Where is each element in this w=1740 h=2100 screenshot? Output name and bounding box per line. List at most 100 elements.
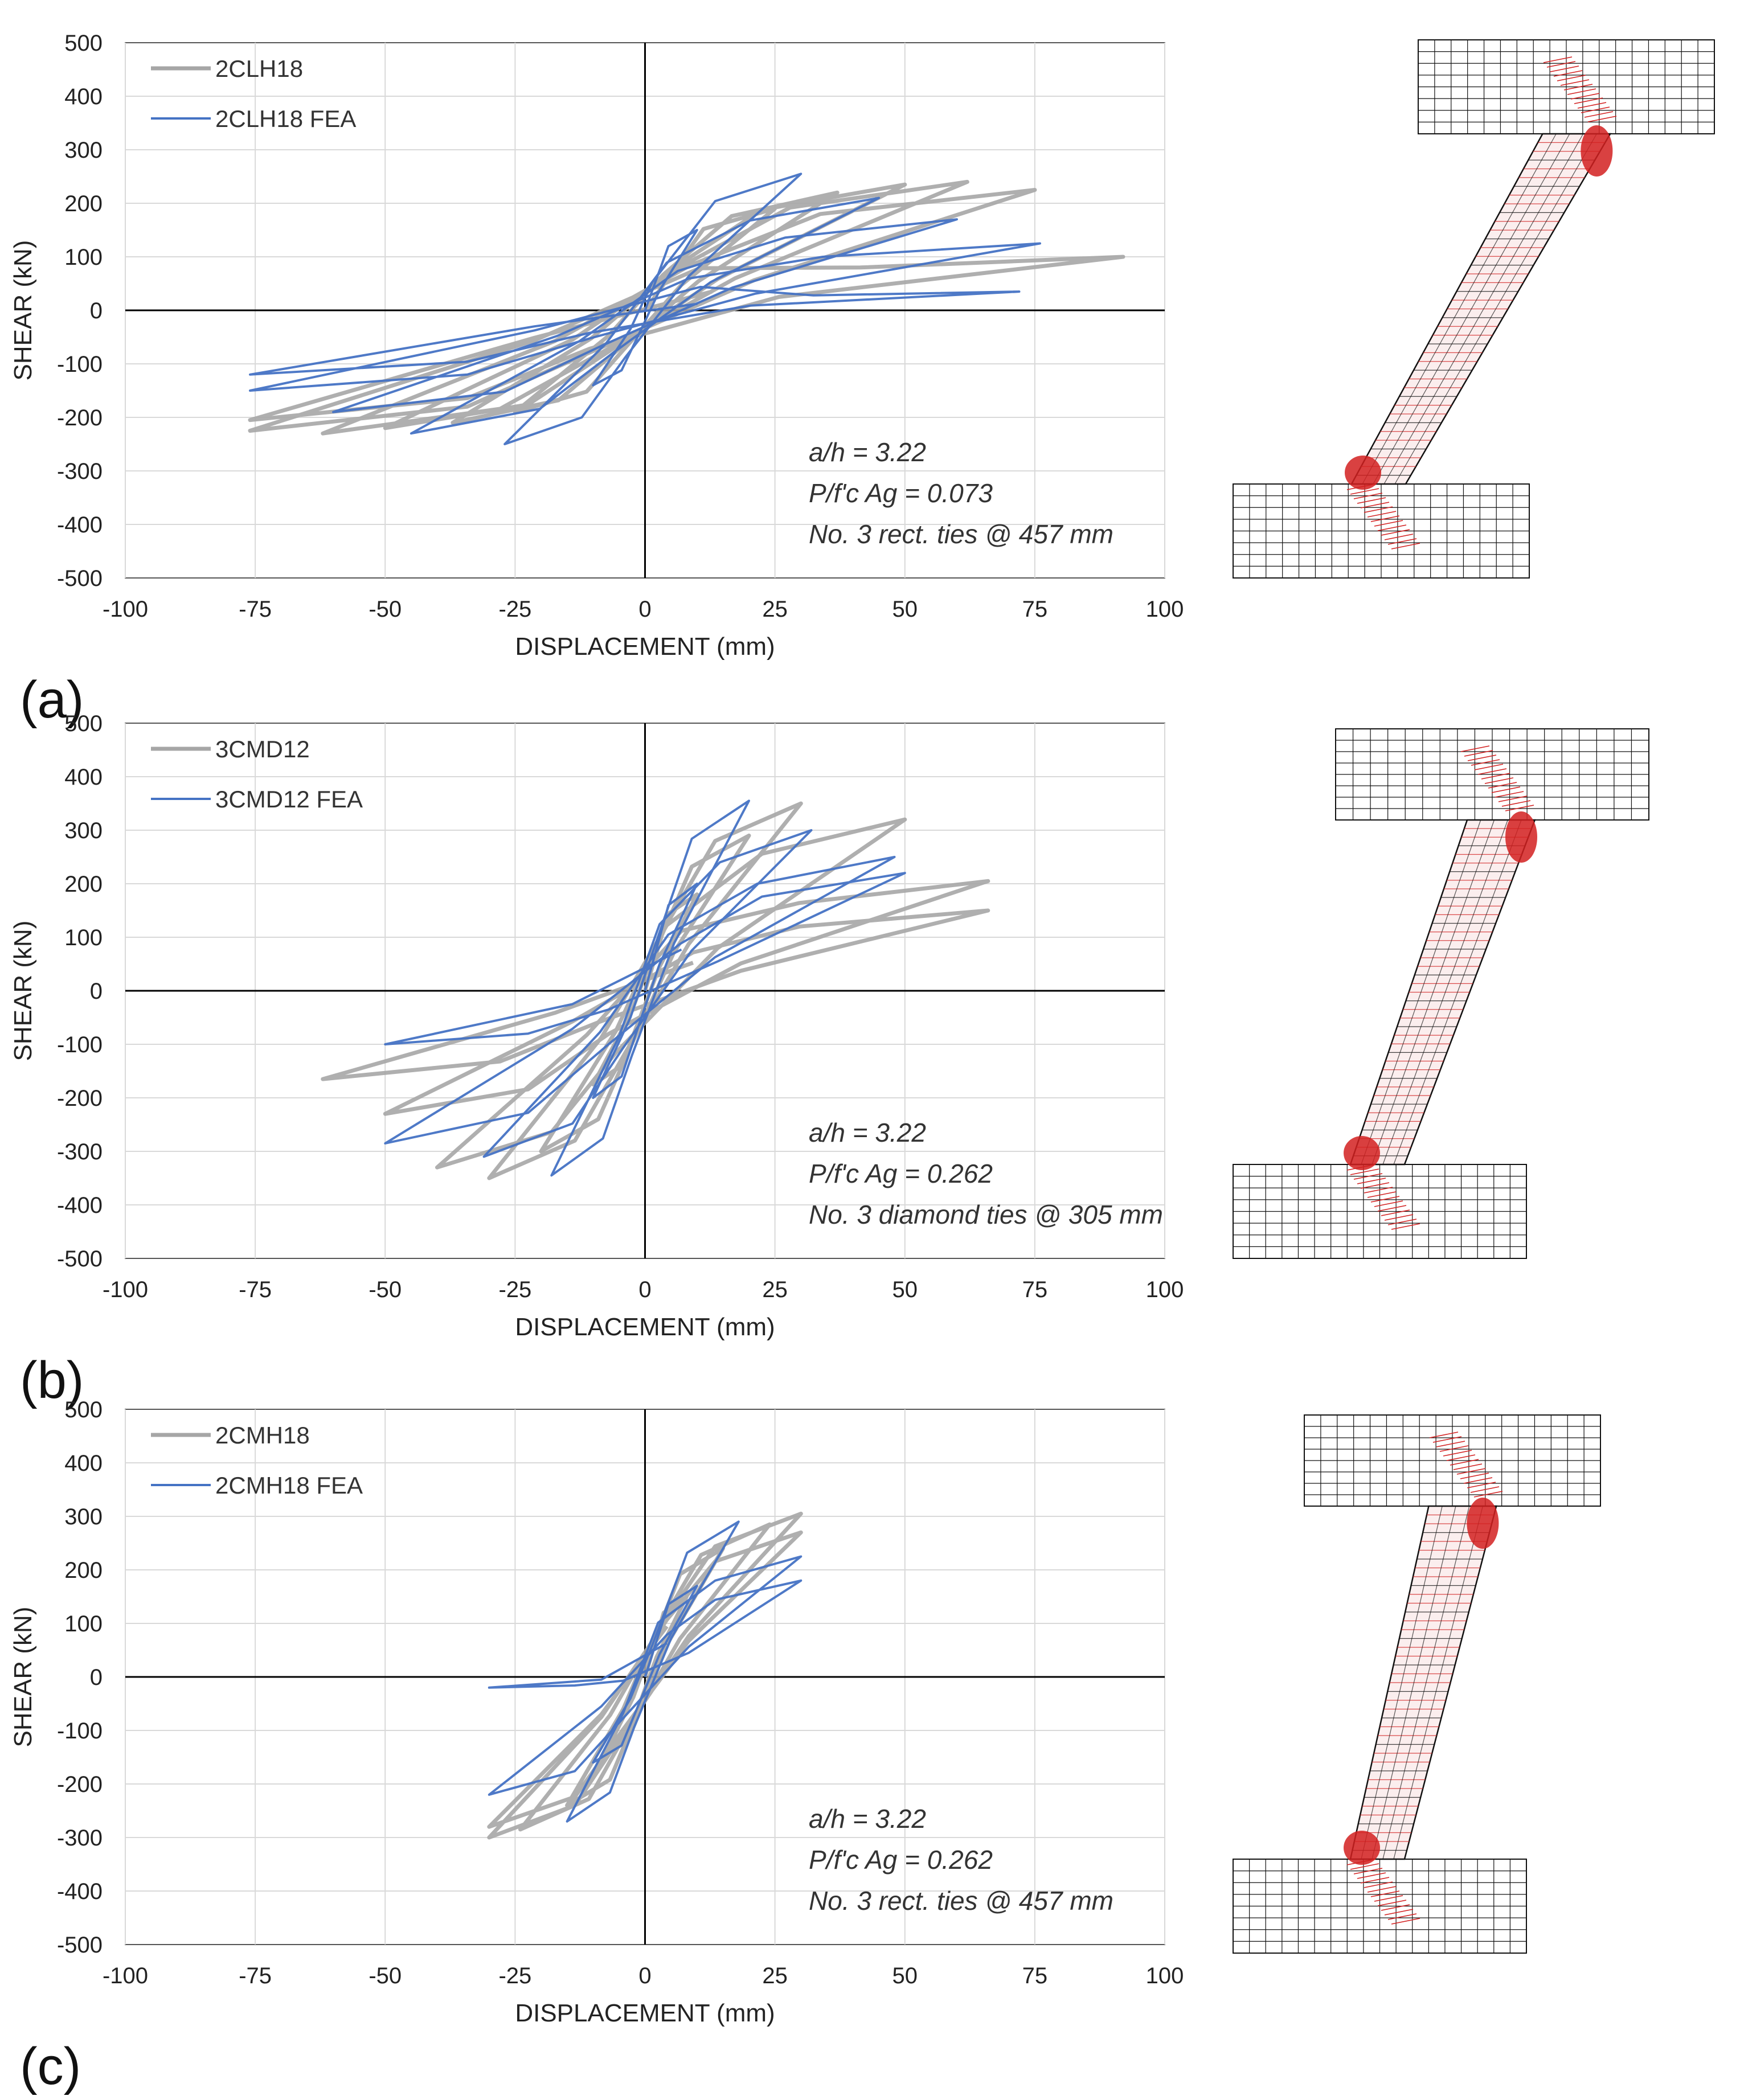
fem-crack-mark <box>1550 65 1579 72</box>
chart-panel-b: 5004003002001000-100-200-300-400-500-100… <box>9 711 1649 1409</box>
fem-crack-zone-top <box>1505 811 1537 863</box>
y-tick-label: -100 <box>57 352 103 377</box>
fem-top-block <box>1335 728 1649 821</box>
fem-crack-mark <box>1374 520 1403 527</box>
x-tick-label: 25 <box>762 1277 788 1302</box>
x-tick-label: -100 <box>103 1963 148 1988</box>
annotation-line: a/h = 3.22 <box>809 437 926 467</box>
x-tick-label: -75 <box>239 1277 272 1302</box>
fem-crack-mark <box>1350 488 1379 495</box>
fem-crack-mark <box>1563 84 1593 91</box>
fem-crack-zone-bottom <box>1345 456 1381 490</box>
legend-label: 2CMH18 <box>215 1422 310 1449</box>
fem-column-mesh-line <box>1393 819 1522 1165</box>
y-tick-label: -400 <box>57 1879 103 1904</box>
x-tick-label: -25 <box>498 597 531 622</box>
y-tick-label: -500 <box>57 1246 103 1272</box>
fem-crack-mark <box>1370 1890 1400 1897</box>
legend: 3CMD12 3CMD12 FEA <box>151 736 363 813</box>
y-tick-label: -400 <box>57 1193 103 1218</box>
x-tick-label: -50 <box>369 1277 402 1302</box>
fem-crack-mark <box>1543 56 1573 63</box>
y-tick-label: 200 <box>64 872 103 897</box>
annotation-line: a/h = 3.22 <box>809 1804 926 1834</box>
x-tick-label: 100 <box>1146 1963 1184 1988</box>
x-tick-label: 0 <box>638 1277 651 1302</box>
annotation-line: P/f'c Ag = 0.073 <box>809 478 993 508</box>
y-tick-label: -100 <box>57 1032 103 1057</box>
fem-crack-mark <box>1495 791 1524 798</box>
annotation: a/h = 3.22 P/f'c Ag = 0.262 No. 3 diamond … <box>809 1118 1163 1229</box>
fem-crack-mark <box>1470 1486 1500 1493</box>
fem-crack-mark <box>1360 1877 1390 1884</box>
y-tick-label: 200 <box>64 191 103 216</box>
y-tick-label: 100 <box>64 1611 103 1636</box>
fem-crack-mark <box>1357 497 1386 504</box>
x-tick-label: 50 <box>892 1277 918 1302</box>
fem-crack-mark <box>1505 805 1534 811</box>
fem-crack-mark <box>1477 768 1507 775</box>
fem-crack-mark <box>1360 1182 1390 1189</box>
x-axis-label: DISPLACEMENT (mm) <box>515 1313 775 1341</box>
series-line-fea <box>488 1520 803 1823</box>
y-tick-label: 400 <box>64 1451 103 1476</box>
fem-crack-mark <box>1364 1881 1393 1888</box>
y-tick-label: 500 <box>64 711 103 736</box>
fem-crack-mark <box>1353 493 1383 499</box>
fem-crack-mark <box>1467 754 1497 761</box>
panels: 5004003002001000-100-200-300-400-500-100… <box>9 31 1715 2095</box>
fem-crack-mark <box>1387 1219 1417 1225</box>
x-tick-label: -100 <box>103 597 148 622</box>
fem-crack-mark <box>1471 759 1500 766</box>
fem-crack-mark <box>1357 1872 1386 1879</box>
y-tick-label: -300 <box>57 1139 103 1164</box>
panel-label: (b) <box>20 1351 84 1409</box>
fem-crack-mark <box>1384 534 1414 540</box>
fem-crack-mark <box>1446 1454 1476 1461</box>
y-tick-label: 300 <box>64 818 103 843</box>
fem-column-mesh-line <box>1362 133 1557 485</box>
fem-column-mesh-line <box>1361 1506 1443 1860</box>
y-axis-label: SHEAR (kN) <box>9 240 37 381</box>
fem-deformed-mesh <box>1233 1414 1601 1954</box>
fem-column <box>1344 811 1537 1170</box>
fem-crack-mark <box>1460 1473 1489 1479</box>
fem-crack-mark <box>1464 750 1493 757</box>
fem-top-block <box>1304 1414 1601 1507</box>
fem-crack-mark <box>1346 483 1376 490</box>
y-tick-label: -500 <box>57 566 103 591</box>
fem-crack-zone-bottom <box>1344 1831 1380 1865</box>
annotation-line: No. 3 rect. ties @ 457 mm <box>809 1886 1113 1916</box>
legend-label: 2CLH18 FEA <box>215 105 356 132</box>
x-tick-label: -100 <box>103 1277 148 1302</box>
fem-crack-mark <box>1346 1859 1376 1865</box>
series-line-fea <box>249 173 1041 445</box>
fem-column-mesh-line <box>1382 1506 1470 1860</box>
y-tick-label: 400 <box>64 765 103 790</box>
fem-crack-mark <box>1481 773 1510 780</box>
fem-crack-mark <box>1587 116 1617 122</box>
fem-crack-mark <box>1474 764 1504 770</box>
fem-column-mesh-line <box>1373 133 1570 485</box>
fem-crack-mark <box>1436 1441 1465 1447</box>
x-tick-label: 75 <box>1022 1277 1048 1302</box>
fem-crack-mark <box>1473 1491 1503 1498</box>
fem-column-mesh-line <box>1383 133 1584 485</box>
fem-crack-mark <box>1350 1863 1379 1870</box>
annotation-line: P/f'c Ag = 0.262 <box>809 1845 993 1875</box>
y-tick-label: -500 <box>57 1933 103 1958</box>
y-tick-label: 200 <box>64 1558 103 1583</box>
x-tick-label: -75 <box>239 597 272 622</box>
fem-crack-mark <box>1377 524 1407 531</box>
fem-crack-mark <box>1381 1904 1410 1911</box>
series-line-test <box>248 179 1125 436</box>
panel-label: (c) <box>20 2037 81 2095</box>
y-axis-label: SHEAR (kN) <box>9 1607 37 1748</box>
x-tick-label: -50 <box>369 1963 402 1988</box>
fem-crack-mark <box>1364 506 1393 513</box>
x-tick-label: 25 <box>762 597 788 622</box>
y-tick-label: -200 <box>57 405 103 430</box>
fem-crack-mark <box>1367 511 1397 518</box>
y-tick-label: -100 <box>57 1718 103 1744</box>
fem-bottom-block <box>1233 483 1530 579</box>
